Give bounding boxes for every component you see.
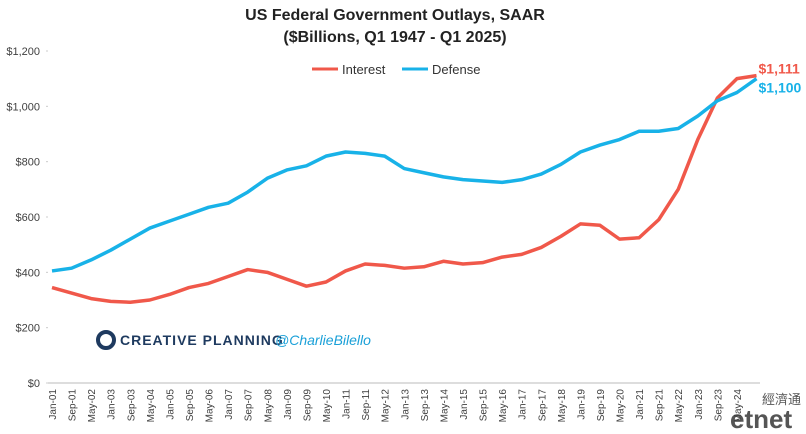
x-tick-label: Sep-11 xyxy=(361,389,372,421)
x-tick-label: Jan-11 xyxy=(342,389,353,419)
logo-icon xyxy=(96,330,116,350)
x-tick-label: Jan-13 xyxy=(400,389,411,420)
x-tick-label: May-16 xyxy=(498,389,509,423)
x-tick-label: Sep-17 xyxy=(537,389,548,422)
x-tick-label: Jan-09 xyxy=(283,389,294,420)
x-tick-label: Jan-01 xyxy=(48,389,59,420)
x-tick-label: May-02 xyxy=(87,389,98,423)
x-tick-label: Jan-23 xyxy=(694,389,705,420)
logo: CREATIVE PLANNING @CharlieBilello xyxy=(96,330,371,350)
x-tick-label: May-14 xyxy=(439,389,450,423)
y-tick-label: $600 xyxy=(16,212,40,224)
handle: @CharlieBilello xyxy=(275,332,371,348)
x-tick-label: Sep-19 xyxy=(596,389,607,422)
x-tick-label: May-22 xyxy=(674,389,685,423)
x-tick-label: Sep-01 xyxy=(68,389,79,422)
x-tick-label: Sep-21 xyxy=(655,389,666,422)
x-tick-label: May-08 xyxy=(263,389,274,423)
watermark-logo: etnet xyxy=(730,404,792,434)
x-tick-label: Sep-13 xyxy=(420,389,431,422)
x-tick-label: May-04 xyxy=(146,389,157,423)
x-tick-label: May-12 xyxy=(381,389,392,423)
x-tick-label: Sep-05 xyxy=(185,389,196,422)
x-tick-label: Jan-05 xyxy=(165,389,176,420)
watermark-cn: 經濟通 xyxy=(762,392,801,407)
legend-label: Defense xyxy=(432,62,480,77)
x-tick-label: Sep-03 xyxy=(126,389,137,422)
x-tick-label: Jan-21 xyxy=(635,389,646,420)
chart-title: US Federal Government Outlays, SAAR xyxy=(245,7,545,24)
y-tick-label: $800 xyxy=(16,157,40,169)
x-tick-label: Jan-15 xyxy=(459,389,470,420)
chart-subtitle: ($Billions, Q1 1947 - Q1 2025) xyxy=(283,29,506,46)
x-tick-label: Jan-03 xyxy=(107,389,118,420)
x-tick-label: Sep-09 xyxy=(302,389,313,422)
value-label: $1,111 xyxy=(759,61,800,77)
x-tick-label: Sep-07 xyxy=(244,389,255,422)
x-tick-label: May-18 xyxy=(557,389,568,423)
x-tick-label: Jan-17 xyxy=(518,389,529,420)
y-tick-label: $1,200 xyxy=(6,46,40,58)
x-tick-label: May-10 xyxy=(322,389,333,423)
series-line xyxy=(51,77,758,273)
x-tick-label: May-06 xyxy=(205,389,216,423)
x-tick-label: Jan-19 xyxy=(576,389,587,420)
y-tick-label: $0 xyxy=(28,378,40,390)
y-tick-label: $400 xyxy=(16,267,40,279)
x-tick-label: May-24 xyxy=(733,389,744,423)
y-tick-label: $200 xyxy=(16,323,40,335)
y-tick-label: $1,000 xyxy=(6,101,40,113)
legend-label: Interest xyxy=(342,62,386,77)
value-label: $1,100 xyxy=(759,80,802,96)
x-tick-label: May-20 xyxy=(616,389,627,423)
x-tick-label: Sep-15 xyxy=(479,389,490,422)
series-line xyxy=(51,73,757,304)
x-tick-label: Jan-07 xyxy=(224,389,235,420)
x-tick-label: Sep-23 xyxy=(713,389,724,422)
logo-text: CREATIVE PLANNING xyxy=(120,332,284,348)
